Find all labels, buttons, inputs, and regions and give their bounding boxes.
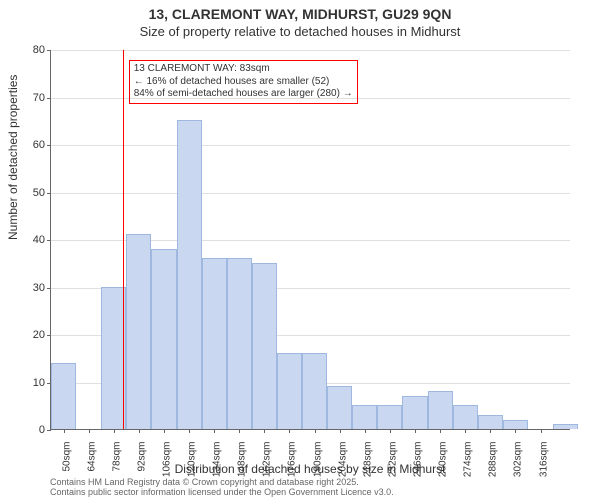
x-tick <box>239 429 240 433</box>
x-tick-label: 106sqm <box>161 442 172 478</box>
histogram-bar <box>177 120 202 429</box>
x-tick <box>315 429 316 433</box>
footer-attribution: Contains HM Land Registry data © Crown c… <box>50 478 394 498</box>
x-tick <box>139 429 140 433</box>
grid-line <box>51 50 570 51</box>
x-tick-label: 148sqm <box>237 442 248 478</box>
histogram-bar <box>352 405 377 429</box>
x-tick <box>490 429 491 433</box>
x-tick-label: 302sqm <box>513 442 524 478</box>
histogram-bar <box>302 353 327 429</box>
y-tick-label: 0 <box>5 424 45 436</box>
x-tick <box>515 429 516 433</box>
x-tick <box>390 429 391 433</box>
x-tick <box>365 429 366 433</box>
y-tick <box>47 335 51 336</box>
x-tick <box>440 429 441 433</box>
x-tick-label: 134sqm <box>212 442 223 478</box>
histogram-bar <box>277 353 302 429</box>
plot-area: 13 CLAREMONT WAY: 83sqm← 16% of detached… <box>50 50 570 430</box>
y-tick-label: 50 <box>5 187 45 199</box>
x-tick-label: 64sqm <box>86 442 97 472</box>
x-tick-label: 162sqm <box>262 442 273 478</box>
histogram-bar <box>428 391 453 429</box>
subject-marker-line <box>123 50 124 429</box>
histogram-bar <box>151 249 176 430</box>
x-tick-label: 274sqm <box>463 442 474 478</box>
annotation-box: 13 CLAREMONT WAY: 83sqm← 16% of detached… <box>129 60 358 104</box>
chart-subtitle: Size of property relative to detached ho… <box>0 24 600 39</box>
histogram-bar <box>402 396 427 429</box>
x-tick-label: 176sqm <box>287 442 298 478</box>
x-tick <box>340 429 341 433</box>
y-tick-label: 40 <box>5 234 45 246</box>
x-tick <box>264 429 265 433</box>
histogram-bar <box>51 363 76 430</box>
x-tick <box>214 429 215 433</box>
y-tick-label: 60 <box>5 139 45 151</box>
y-tick <box>47 98 51 99</box>
y-tick <box>47 193 51 194</box>
annotation-line: 84% of semi-detached houses are larger (… <box>134 88 353 101</box>
x-tick <box>415 429 416 433</box>
x-tick <box>89 429 90 433</box>
histogram-chart: 13, CLAREMONT WAY, MIDHURST, GU29 9QN Si… <box>0 0 600 500</box>
x-tick-label: 232sqm <box>387 442 398 478</box>
y-tick-label: 80 <box>5 44 45 56</box>
x-tick <box>164 429 165 433</box>
histogram-bar <box>202 258 227 429</box>
histogram-bar <box>377 405 402 429</box>
histogram-bar <box>553 424 578 429</box>
y-tick-label: 30 <box>5 282 45 294</box>
x-tick-label: 50sqm <box>61 442 72 472</box>
grid-line <box>51 193 570 194</box>
histogram-bar <box>126 234 151 429</box>
annotation-line: 13 CLAREMONT WAY: 83sqm <box>134 63 353 76</box>
histogram-bar <box>227 258 252 429</box>
x-tick <box>189 429 190 433</box>
y-tick-label: 10 <box>5 377 45 389</box>
y-tick-label: 70 <box>5 92 45 104</box>
x-tick-label: 260sqm <box>438 442 449 478</box>
histogram-bar <box>453 405 478 429</box>
y-tick <box>47 288 51 289</box>
x-tick-label: 120sqm <box>187 442 198 478</box>
annotation-line: ← 16% of detached houses are smaller (52… <box>134 76 353 89</box>
x-tick <box>64 429 65 433</box>
y-tick <box>47 145 51 146</box>
histogram-bar <box>478 415 503 429</box>
x-tick-label: 218sqm <box>362 442 373 478</box>
x-tick <box>114 429 115 433</box>
x-tick <box>465 429 466 433</box>
y-tick-label: 20 <box>5 329 45 341</box>
histogram-bar <box>252 263 277 429</box>
y-tick <box>47 50 51 51</box>
x-tick <box>541 429 542 433</box>
y-tick <box>47 430 51 431</box>
x-tick <box>289 429 290 433</box>
grid-line <box>51 145 570 146</box>
x-tick-label: 288sqm <box>488 442 499 478</box>
histogram-bar <box>327 386 352 429</box>
chart-title: 13, CLAREMONT WAY, MIDHURST, GU29 9QN <box>0 6 600 22</box>
x-tick-label: 190sqm <box>312 442 323 478</box>
footer-line-2: Contains public sector information licen… <box>50 488 394 498</box>
x-tick-label: 246sqm <box>413 442 424 478</box>
histogram-bar <box>503 420 528 430</box>
x-tick-label: 204sqm <box>337 442 348 478</box>
x-tick-label: 316sqm <box>538 442 549 478</box>
x-tick-label: 78sqm <box>111 442 122 472</box>
y-tick <box>47 240 51 241</box>
x-tick-label: 92sqm <box>136 442 147 472</box>
